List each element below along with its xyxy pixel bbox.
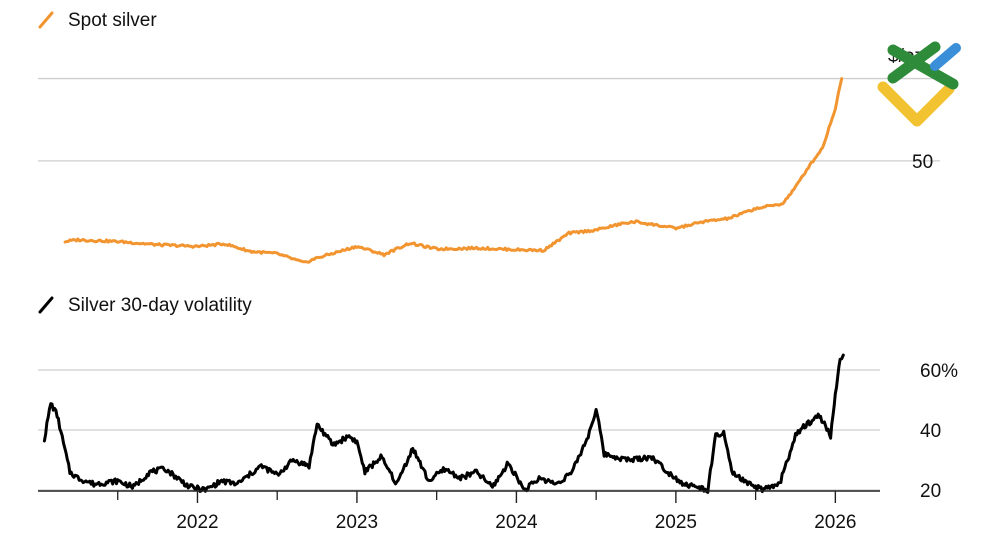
y-tick-label: 20 — [920, 481, 941, 502]
silver-gridlines — [38, 77, 940, 162]
x-tick-label: 2025 — [655, 512, 697, 533]
logo-green-stroke-a — [887, 44, 959, 90]
silver-legend-swatch — [38, 11, 54, 29]
volatility-panel: Silver 30-day volatility 20 40 60% — [38, 295, 958, 502]
y-tick-label: 60% — [920, 361, 958, 382]
volatility-line — [42, 353, 845, 494]
silver-panel: Spot silver 50 $/oz — [38, 10, 940, 264]
volatility-legend-swatch — [38, 296, 54, 314]
logo-blue-stroke — [930, 43, 961, 71]
x-tick-label: 2022 — [176, 512, 218, 533]
y-tick-label: 40 — [920, 421, 941, 442]
silver-legend-label: Spot silver — [68, 10, 157, 31]
chevron-arrows-logo-icon — [877, 41, 961, 127]
volatility-gridlines — [38, 369, 880, 491]
volatility-legend-label: Silver 30-day volatility — [68, 295, 252, 316]
volatility-y-tick-labels: 20 40 60% — [920, 361, 958, 502]
silver-legend: Spot silver — [38, 10, 157, 31]
logo-yellow-chevron — [877, 81, 955, 127]
y-tick-label: 50 — [912, 152, 933, 173]
x-tick-label: 2023 — [336, 512, 378, 533]
x-axis: 2022 2023 2024 2025 2026 — [38, 490, 880, 533]
silver-y-tick-labels: 50 — [912, 152, 933, 173]
x-tick-label: 2024 — [495, 512, 538, 533]
x-tick-label: 2026 — [814, 512, 856, 533]
x-axis-ticks: 2022 2023 2024 2025 2026 — [117, 491, 856, 533]
logo-green-stroke-b — [887, 41, 941, 84]
volatility-legend: Silver 30-day volatility — [38, 295, 252, 316]
silver-price-line — [63, 77, 844, 264]
